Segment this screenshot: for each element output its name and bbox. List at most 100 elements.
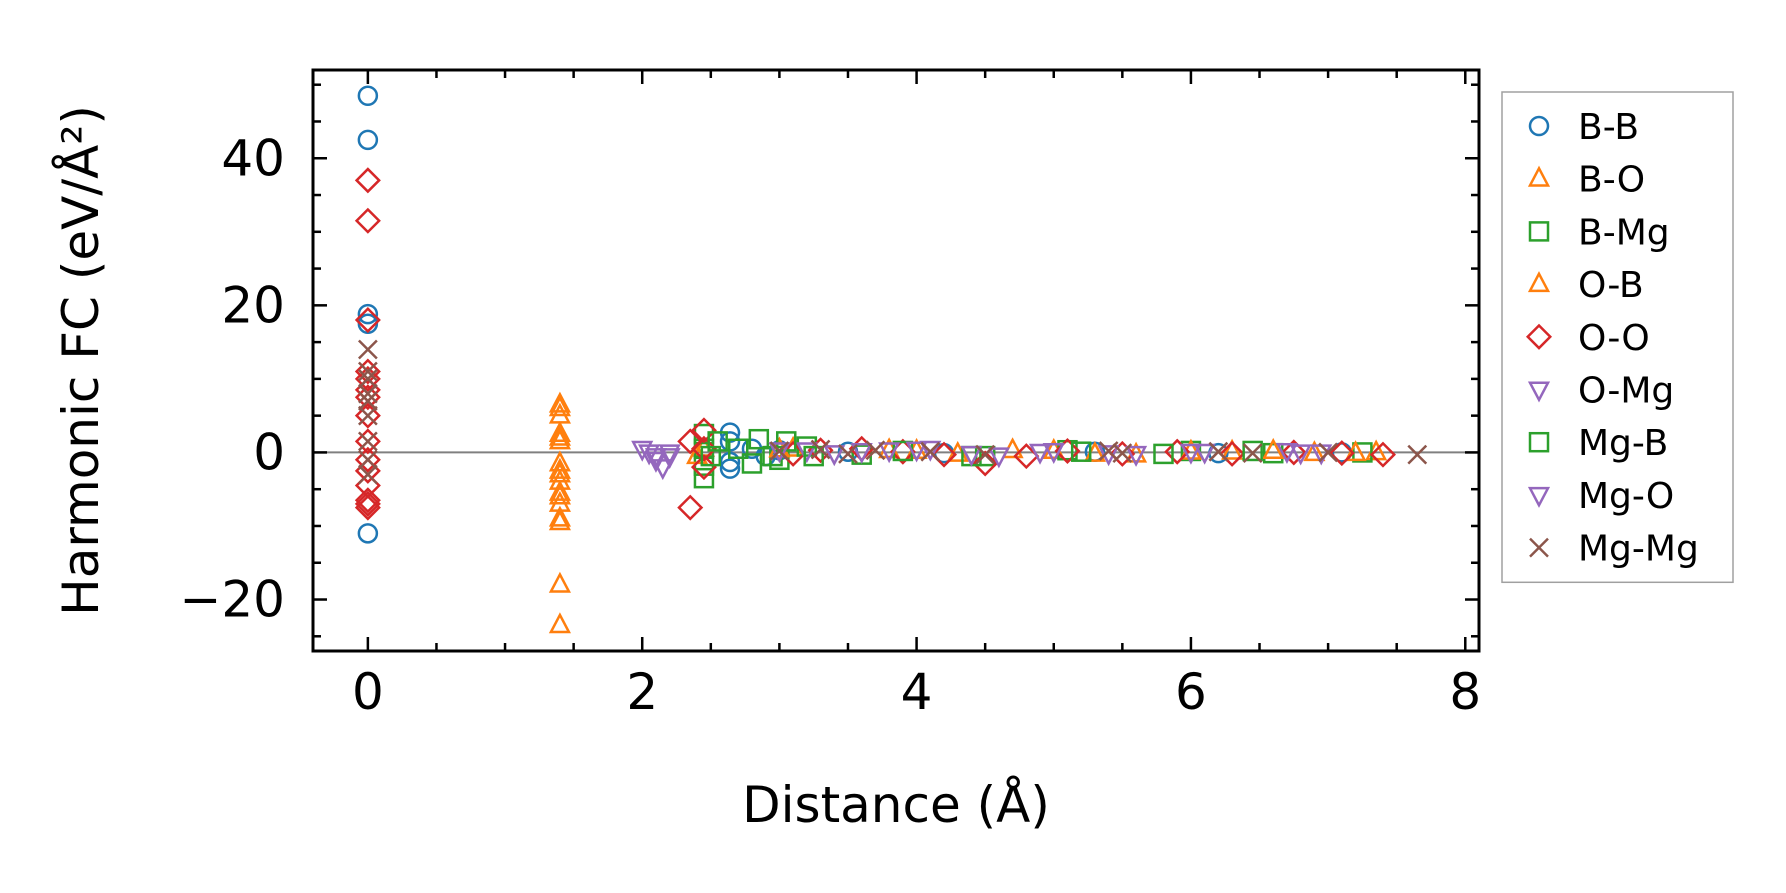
- legend-marker: [1528, 431, 1550, 453]
- data-point: [693, 467, 715, 489]
- data-point: [1193, 443, 1216, 465]
- legend-label: B-O: [1578, 160, 1645, 201]
- y-axis-label: Harmonic FC (eV/Å²): [52, 105, 110, 616]
- data-point: [354, 207, 381, 234]
- plot-frame: [311, 68, 1481, 653]
- data-point: [548, 571, 571, 593]
- data-point: [727, 438, 749, 460]
- plot-area: [311, 68, 1481, 653]
- data-point: [1070, 441, 1092, 462]
- data-point: [850, 442, 873, 464]
- y-tick-label: 20: [221, 276, 285, 334]
- data-point: [719, 458, 741, 479]
- data-point: [357, 449, 378, 470]
- data-point: [357, 129, 379, 151]
- legend-marker: [1528, 221, 1550, 242]
- data-point: [651, 459, 674, 481]
- data-point: [1219, 440, 1246, 467]
- data-point: [975, 444, 996, 465]
- data-point: [748, 428, 770, 450]
- data-point: [795, 442, 818, 464]
- data-point: [354, 167, 381, 194]
- data-point: [878, 442, 901, 464]
- x-axis-label: Distance (Å): [742, 776, 1050, 834]
- data-point: [690, 417, 717, 444]
- data-point: [905, 441, 928, 463]
- data-point: [1289, 444, 1312, 466]
- data-point: [354, 494, 381, 521]
- data-point: [548, 483, 571, 505]
- data-point: [548, 391, 571, 413]
- data-point: [548, 424, 571, 446]
- data-point: [357, 391, 378, 411]
- data-point: [838, 444, 858, 464]
- data-point: [776, 431, 797, 452]
- legend-marker: [1529, 537, 1549, 558]
- legend-marker: [1528, 115, 1550, 137]
- legend-marker: [1525, 323, 1553, 350]
- data-markers: [354, 85, 1428, 634]
- data-point: [357, 303, 379, 325]
- legend-label: B-B: [1578, 107, 1639, 148]
- data-point: [354, 307, 381, 334]
- data-point: [357, 523, 379, 544]
- data-point: [1221, 438, 1244, 460]
- data-point: [357, 431, 378, 452]
- data-point: [548, 457, 571, 479]
- data-point: [357, 369, 378, 389]
- data-point: [548, 395, 571, 417]
- data-point: [1328, 440, 1355, 467]
- data-point: [631, 440, 654, 462]
- data-point: [690, 454, 717, 481]
- data-point: [677, 428, 704, 455]
- data-point: [930, 441, 958, 468]
- data-point: [1242, 440, 1263, 462]
- y-tick-label: 0: [253, 423, 285, 481]
- y-tick-label: −20: [179, 571, 285, 629]
- data-point: [1280, 439, 1307, 466]
- data-point: [1303, 440, 1326, 462]
- data-point: [960, 445, 983, 467]
- x-tick-label: 0: [352, 663, 384, 721]
- legend-marker: [1527, 486, 1551, 508]
- data-point: [1208, 441, 1229, 462]
- series-mg-mg: [357, 339, 1428, 485]
- legend-marker: [1527, 381, 1551, 403]
- data-point: [354, 490, 381, 517]
- data-point: [919, 440, 942, 462]
- data-point: [354, 428, 381, 455]
- data-point: [690, 435, 717, 462]
- legend-marker: [1527, 271, 1551, 293]
- legend-label: Mg-B: [1578, 423, 1668, 464]
- data-point: [1028, 443, 1052, 465]
- data-point: [548, 428, 571, 450]
- data-point: [972, 450, 999, 477]
- data-point: [707, 431, 728, 452]
- data-point: [1262, 437, 1285, 459]
- legend-label: O-Mg: [1578, 371, 1674, 412]
- data-point: [354, 487, 381, 514]
- legend-label: B-Mg: [1578, 212, 1670, 253]
- data-point: [920, 441, 941, 462]
- data-point: [741, 453, 763, 474]
- data-point: [768, 442, 791, 464]
- data-point: [548, 421, 571, 443]
- legend-label: O-O: [1578, 318, 1650, 359]
- data-point: [354, 365, 381, 392]
- data-point: [1407, 444, 1428, 465]
- data-point: [1124, 445, 1148, 467]
- data-point: [1369, 441, 1396, 468]
- data-point: [548, 479, 571, 501]
- data-point: [1112, 443, 1133, 464]
- data-point: [354, 402, 381, 429]
- data-point: [810, 439, 831, 460]
- series-mg-b: [700, 431, 1263, 474]
- legend-label: Mg-Mg: [1578, 529, 1699, 570]
- data-point: [700, 445, 722, 467]
- x-tick-label: 4: [901, 663, 933, 721]
- data-point: [357, 85, 379, 106]
- data-point: [357, 405, 378, 426]
- data-point: [1179, 443, 1202, 465]
- data-point: [1318, 442, 1338, 463]
- data-point: [1042, 442, 1065, 464]
